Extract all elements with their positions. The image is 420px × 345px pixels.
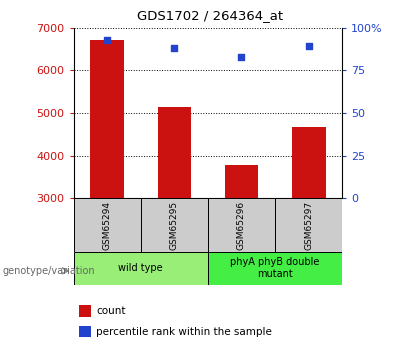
Bar	[79, 305, 91, 317]
FancyBboxPatch shape	[275, 198, 342, 252]
Text: GSM65297: GSM65297	[304, 200, 313, 250]
Text: GDS1702 / 264364_at: GDS1702 / 264364_at	[137, 9, 283, 22]
Bar	[225, 165, 258, 198]
FancyBboxPatch shape	[74, 252, 208, 285]
FancyBboxPatch shape	[208, 252, 342, 285]
Text: phyA phyB double
mutant: phyA phyB double mutant	[231, 257, 320, 279]
Bar	[292, 127, 326, 198]
Text: wild type: wild type	[118, 263, 163, 273]
Bar	[79, 326, 91, 337]
Text: GSM65294: GSM65294	[102, 200, 112, 250]
Text: GSM65296: GSM65296	[237, 200, 246, 250]
FancyBboxPatch shape	[208, 198, 275, 252]
Point	[171, 45, 178, 51]
Point	[305, 43, 312, 49]
FancyBboxPatch shape	[74, 198, 141, 252]
Text: genotype/variation: genotype/variation	[2, 266, 95, 276]
FancyBboxPatch shape	[141, 198, 208, 252]
Text: count: count	[96, 306, 126, 316]
Point	[104, 37, 110, 42]
Bar	[158, 107, 191, 198]
Point	[238, 54, 245, 59]
Bar	[90, 40, 124, 198]
Text: GSM65295: GSM65295	[170, 200, 179, 250]
Text: percentile rank within the sample: percentile rank within the sample	[96, 327, 272, 337]
